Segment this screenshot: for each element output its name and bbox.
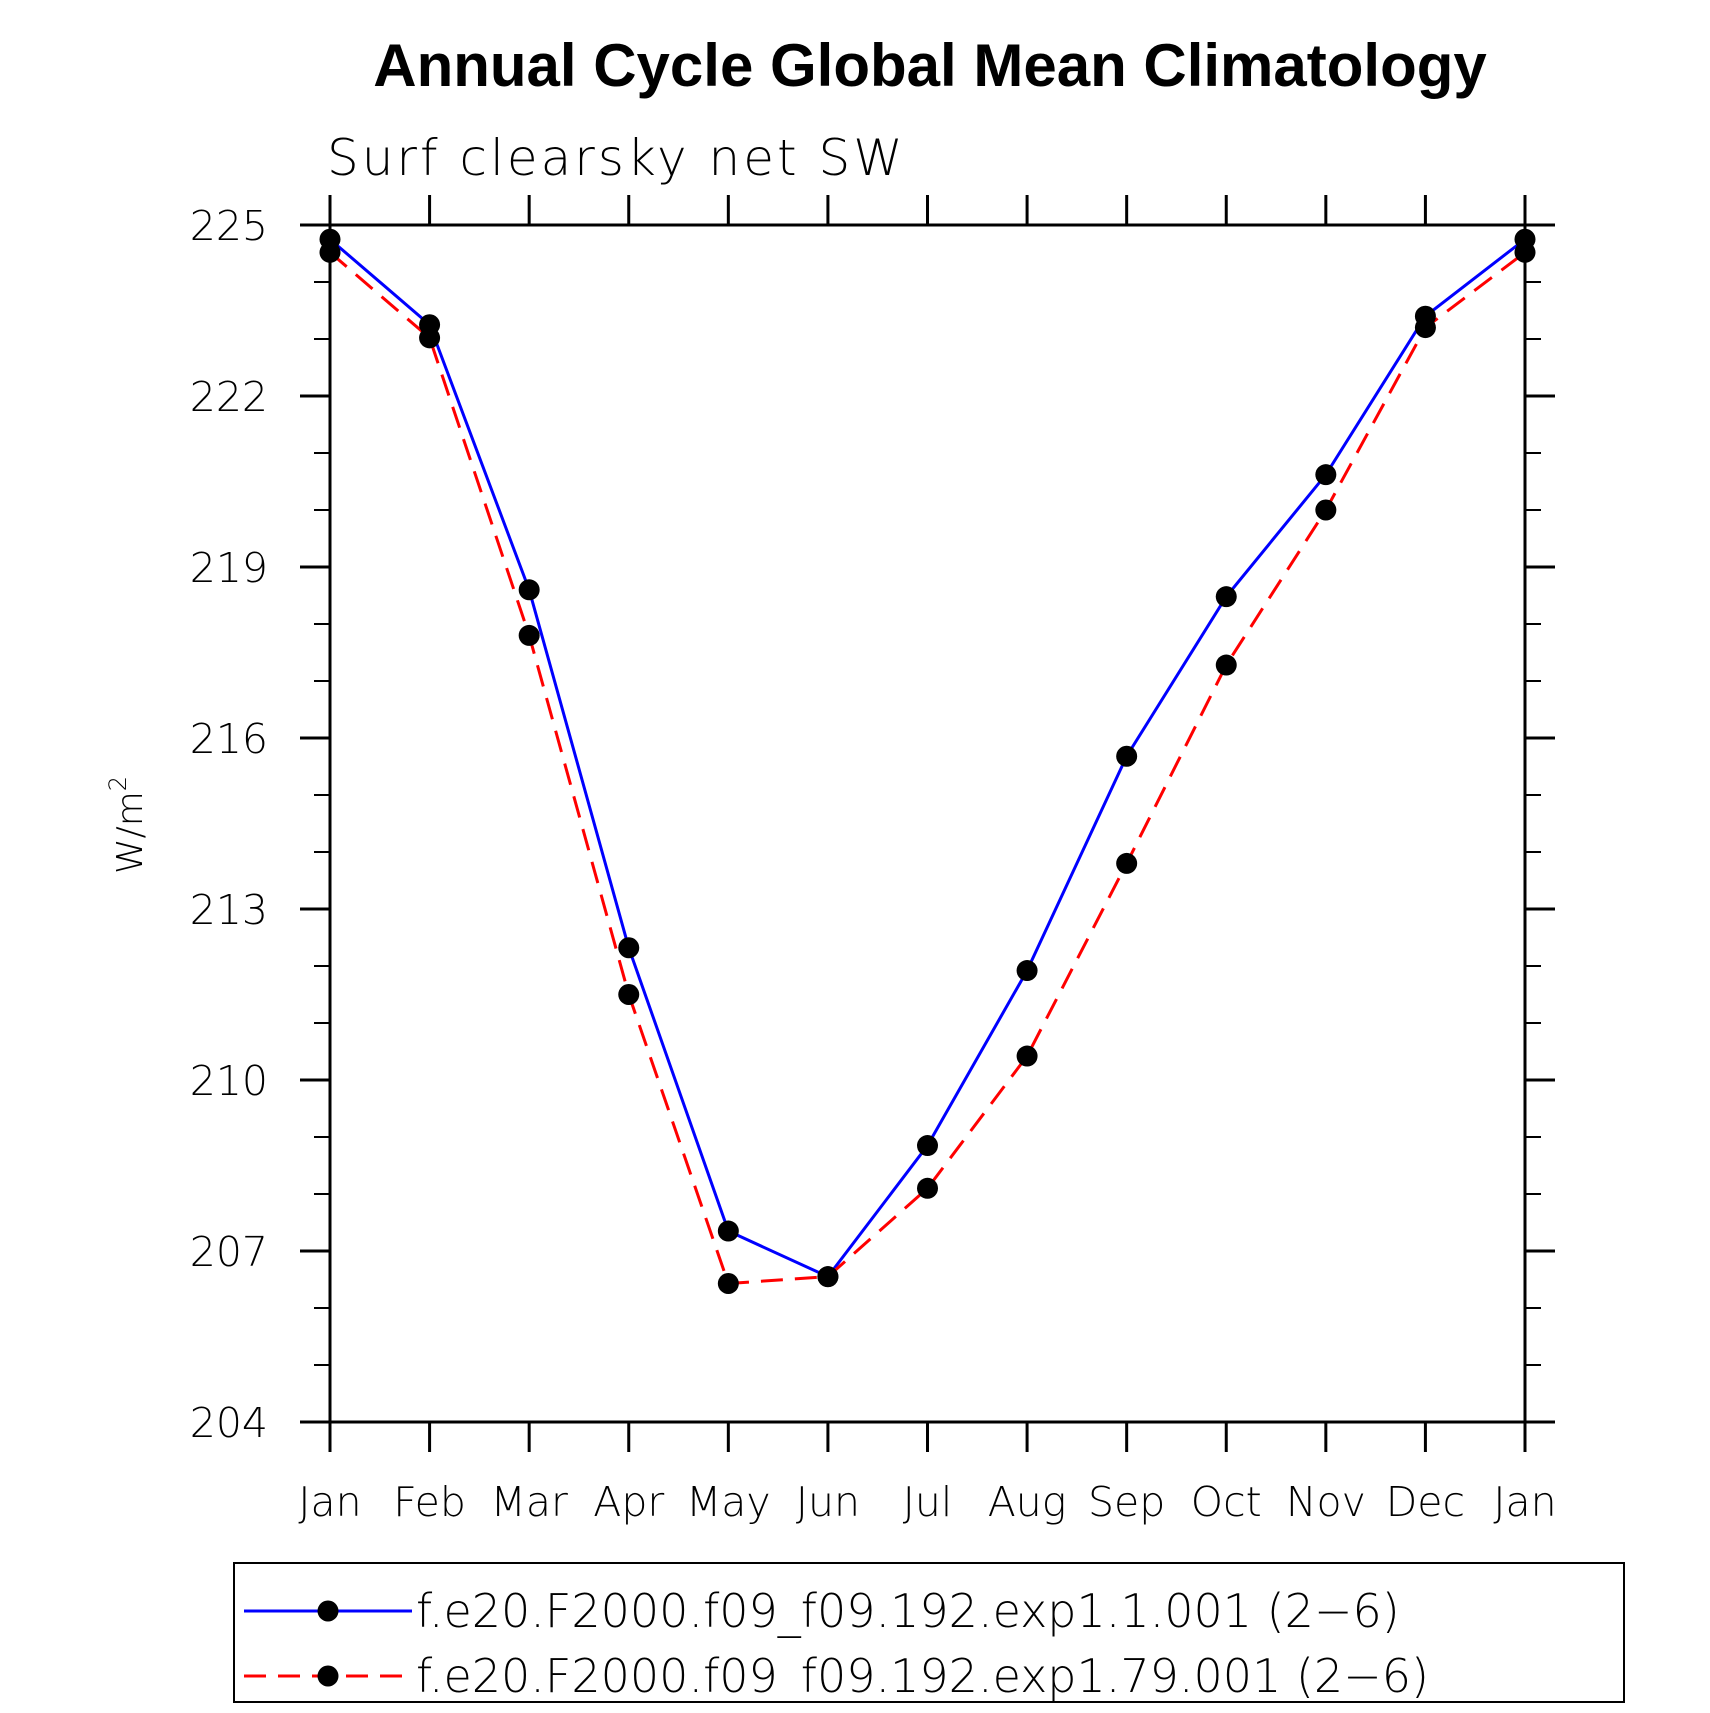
y-tick-label: 225 (190, 202, 268, 250)
series-2-point (1016, 1045, 1038, 1067)
legend: f.e20.F2000.f09_f09.192.exp1.1.001 (2−6)… (233, 1562, 1625, 1703)
x-tick-label: Jan (1493, 1478, 1556, 1526)
chart-subtitle: Surf clearsky net SW (327, 129, 906, 187)
plot-frame (328, 223, 1527, 1424)
x-tick-label: Jun (796, 1478, 860, 1526)
series-1-point (917, 1135, 938, 1157)
y-tick-label: 204 (190, 1399, 268, 1447)
x-tick-label: Feb (393, 1478, 466, 1526)
series-1-point (518, 579, 540, 601)
y-tick-label: 213 (190, 886, 268, 934)
x-tick-label: Nov (1286, 1478, 1366, 1526)
series-2-point (618, 984, 640, 1005)
x-tick-label: Mar (490, 1478, 567, 1526)
svg-text:W/m2: W/m2 (104, 776, 151, 874)
series-1-point (1315, 464, 1337, 486)
x-tick-label: Dec (1386, 1478, 1465, 1526)
x-tick-label: Oct (1191, 1478, 1262, 1526)
series-layer (319, 228, 1536, 1294)
axis-ticks (300, 195, 1555, 1452)
series-2-point (1315, 499, 1337, 521)
series-2-point (1414, 317, 1436, 339)
y-tick-label: 222 (190, 373, 268, 421)
x-tick-label: Jan (298, 1478, 361, 1526)
series-line-2 (329, 251, 1526, 1286)
legend-label-2: f.e20.F2000.f09_f09.192.exp1.79.001 (2−6… (416, 1649, 1429, 1703)
series-2-point (1215, 654, 1237, 676)
legend-label-1: f.e20.F2000.f09_f09.192.exp1.1.001 (2−6) (416, 1584, 1400, 1638)
legend-box (233, 1562, 1625, 1703)
y-tick-label: 219 (190, 544, 268, 592)
series-1-point (618, 937, 640, 959)
series-2-point (817, 1266, 839, 1288)
y-axis-label-superscript: 2 (104, 776, 132, 791)
series-2-point (917, 1177, 938, 1199)
y-axis-label: W/m2 (104, 776, 151, 874)
series-2-point (419, 327, 441, 349)
x-tick-label: Aug (988, 1478, 1067, 1526)
legend-marker-1 (317, 1600, 339, 1622)
series-2-point (717, 1272, 739, 1294)
x-tick-label: May (686, 1478, 771, 1526)
series-1-point (1016, 960, 1038, 982)
series-line-1 (329, 238, 1526, 1279)
series-1-point (1215, 586, 1237, 608)
y-tick-label: 216 (190, 715, 268, 763)
legend-marker-2 (317, 1665, 339, 1687)
series-2-point (518, 624, 540, 646)
series-2-point (1116, 852, 1138, 874)
x-tick-label: Jul (903, 1478, 952, 1526)
chart-title: Annual Cycle Global Mean Climatology (373, 32, 1487, 99)
x-tick-label: Apr (593, 1478, 664, 1526)
series-1-point (717, 1220, 739, 1242)
x-tick-label: Sep (1088, 1478, 1165, 1526)
y-tick-label: 210 (190, 1057, 268, 1105)
x-tick-labels: Jan Feb Mar Apr May Jun Jul Aug Sep Oct Nov Dec Jan (298, 1478, 1556, 1526)
y-tick-labels: 204 207 210 213 216 219 222 225 (190, 202, 268, 1447)
y-axis-label-text: W/m (110, 791, 151, 874)
series-1-point (1116, 745, 1138, 767)
y-tick-label: 207 (190, 1228, 268, 1276)
